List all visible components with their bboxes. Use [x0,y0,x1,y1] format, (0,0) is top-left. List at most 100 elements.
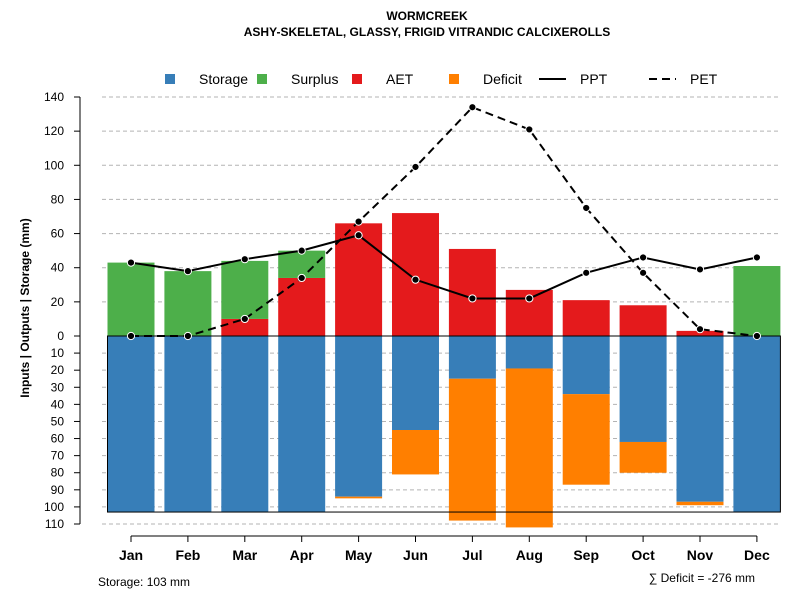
surplus-bar [164,271,212,336]
storage-bar [733,336,781,513]
storage-bar [278,336,326,513]
aet-bar [392,213,439,336]
x-tick-label-apr: Apr [290,547,315,563]
storage-bar [392,336,439,430]
deficit-bar [562,394,610,485]
chart-title: WORMCREEK [386,9,468,23]
storage-bar [335,336,383,497]
legend-swatch-aet [352,74,362,84]
legend-label-aet: AET [386,71,414,87]
pet-point [240,314,249,324]
pet-point [468,103,477,112]
ppt-point [297,246,306,255]
ppt-point [411,275,420,284]
storage-bar [505,336,553,369]
x-tick-label-jan: Jan [119,547,143,563]
ppt-point [240,255,249,264]
deficit-bar [676,501,724,506]
storage-bar [448,336,496,379]
surplus-bar [278,250,326,278]
ppt-point [752,253,762,262]
legend-label-pet: PET [690,71,718,87]
ppt-point [354,231,363,240]
pet-point [582,203,591,213]
x-tick-label-nov: Nov [687,547,714,563]
y-tick-label: 40 [51,261,65,275]
y-tick-label: 10 [51,346,65,360]
y-tick-label: 110 [45,517,64,531]
axes [74,96,781,542]
x-tick-label-may: May [345,547,372,563]
deficit-bar [448,378,496,521]
y-tick-label: 60 [51,227,65,241]
legend-label-storage: Storage [199,71,248,87]
y-tick-label: 20 [51,363,65,377]
y-tick-label: 100 [44,500,64,514]
y-tick-label: 30 [51,380,65,394]
legend-swatch-storage [165,74,175,84]
legend: Storage Surplus AET Deficit PPT PET [165,71,718,87]
ppt-point [468,294,477,303]
pet-point [354,217,363,226]
storage-bar [221,336,269,513]
aet-bar [278,277,326,336]
y-tick-label: 40 [51,397,65,411]
y-tick-label: 120 [44,124,64,138]
y-tick-label: 20 [51,295,65,309]
ppt-point [126,258,136,267]
surplus-bar [107,262,155,336]
gridlines [102,96,780,525]
pet-point [183,331,192,341]
legend-label-deficit: Deficit [483,71,522,87]
aet-bar [676,330,724,336]
y-tick-label: 100 [44,158,64,172]
x-tick-label-jul: Jul [462,547,482,563]
aet-bar [562,300,610,336]
x-tick-label-oct: Oct [631,547,655,563]
ppt-line [130,234,758,300]
y-tick-label: 80 [51,192,65,206]
x-tick-label-sep: Sep [573,547,599,563]
storage-note: Storage: 103 mm [98,575,190,589]
legend-label-ppt: PPT [580,71,608,87]
pet-line [131,106,758,337]
storage-bar [676,336,724,502]
x-tick-label-dec: Dec [744,547,770,563]
lines [126,103,762,341]
pet-point [525,125,534,134]
ppt-point [695,265,705,274]
y-tick-label: 60 [51,432,65,446]
aet-bar [221,318,269,336]
x-tick-label-jun: Jun [403,547,428,563]
storage-bar [164,336,212,513]
x-tick-label-mar: Mar [232,547,257,563]
deficit-note: ∑ Deficit = -276 mm [649,571,755,585]
storage-bar [619,336,667,442]
tick-labels: 0 20 40 60 80 100 120 140 10 20 30 40 50 60 70 80 90 100 1… [44,90,770,563]
storage-bar [562,336,610,395]
storage-bar [107,336,155,513]
x-tick-label-aug: Aug [516,547,543,563]
deficit-bar [392,430,439,475]
bars [107,213,781,528]
chart-subtitle: ASHY-SKELETAL, GLASSY, FRIGID VITRANDIC … [244,25,610,39]
y-tick-label: 50 [51,414,65,428]
ppt-point [639,253,648,262]
y-axis-label: Inputs | Outputs | Storage (mm) [18,218,32,397]
surplus-bar [221,260,269,319]
pet-point [752,331,762,341]
legend-label-surplus: Surplus [291,71,338,87]
legend-swatch-surplus [257,74,267,84]
x-tick-label-feb: Feb [175,547,200,563]
surplus-bar [733,266,781,336]
y-tick-label: 140 [44,90,64,104]
deficit-bar [619,441,667,473]
pet-point [126,331,136,341]
y-tick-label: 80 [51,466,65,480]
aet-bar [335,223,383,336]
y-tick-label: 0 [57,329,64,343]
y-tick-label: 90 [51,483,65,497]
ppt-point [525,294,534,303]
ppt-point [582,268,591,277]
